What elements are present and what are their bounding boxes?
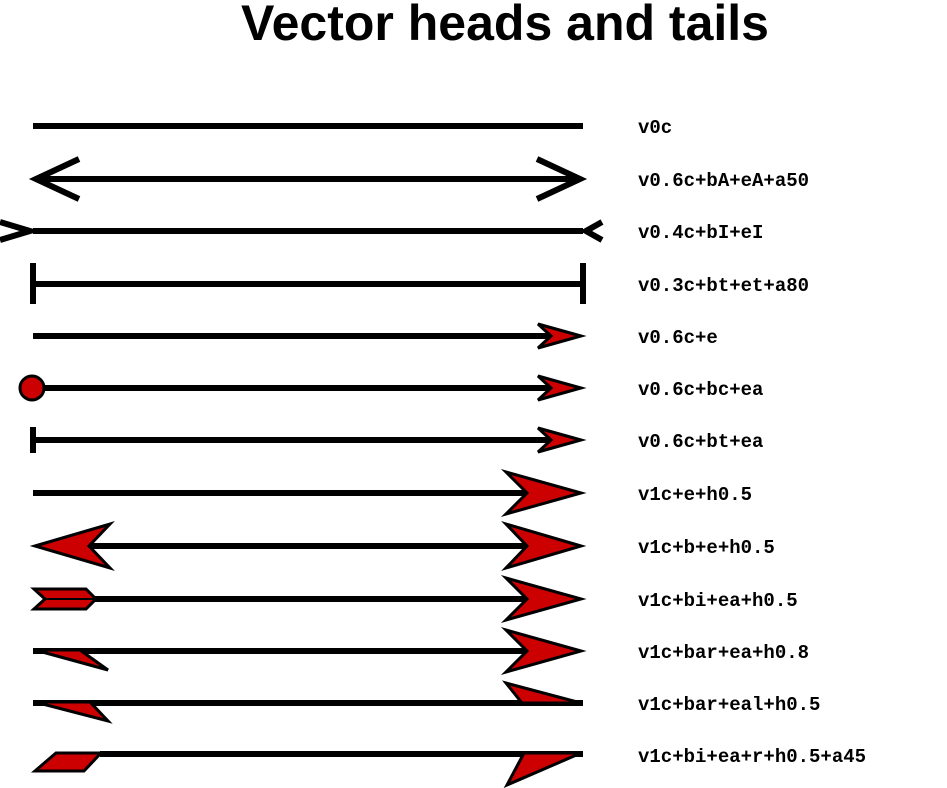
vector-row-12: v1c+bar+eal+h0.5 (33, 680, 820, 724)
vector-label: v0.4c+bI+eI (638, 222, 763, 244)
vector-row-6: v0.6c+bc+ea (18, 374, 763, 402)
vector-label: v1c+b+e+h0.5 (638, 537, 775, 559)
arrowhead-end-icon (536, 426, 587, 454)
vector-row-5: v0.6c+e (33, 322, 718, 350)
half-arrowhead-begin-icon (34, 648, 109, 672)
vector-label: v1c+bi+ea+r+h0.5+a45 (638, 746, 866, 768)
arrowhead-end-icon (500, 469, 587, 517)
vector-label: v0c (638, 117, 672, 139)
vector-label: v0.6c+e (638, 327, 718, 349)
half-arrowhead-begin-icon (34, 700, 113, 724)
inward-arrow-end-icon (579, 219, 604, 243)
arrowhead-end-icon (500, 627, 587, 675)
vector-row-7: v0.6c+bt+ea (30, 426, 763, 454)
diagram-title: Vector heads and tails (241, 0, 769, 51)
circle-begin-icon (18, 374, 46, 402)
arrowhead-begin-icon (29, 520, 115, 572)
vector-label: v1c+bar+eal+h0.5 (638, 694, 820, 716)
vector-row-8: v1c+e+h0.5 (33, 469, 752, 517)
arrowhead-end-icon (501, 520, 587, 572)
vector-label: v1c+e+h0.5 (638, 484, 752, 506)
open-arrow-end-icon (535, 156, 588, 202)
half-arrowhead-end-icon (501, 680, 582, 705)
vector-row-10: v1c+bi+ea+h0.5 (30, 575, 798, 623)
inward-arrow-begin-icon (0, 219, 41, 243)
vector-label: v0.6c+bc+ea (638, 379, 763, 401)
vector-row-4: v0.3c+bt+et+a80 (30, 263, 809, 304)
vector-label: v1c+bar+ea+h0.8 (638, 642, 809, 664)
arrowhead-end-icon (536, 322, 587, 350)
half-arrowhead-end-icon (503, 751, 582, 788)
tail-feather-begin-icon (30, 751, 105, 773)
vector-row-13: v1c+bi+ea+r+h0.5+a45 (30, 746, 866, 788)
vector-label: v0.6c+bt+ea (638, 431, 763, 453)
vector-row-2: v0.6c+bA+eA+a50 (28, 156, 809, 202)
vector-label: v0.6c+bA+eA+a50 (638, 170, 809, 192)
arrowhead-end-icon (500, 575, 587, 623)
open-arrow-begin-icon (28, 156, 81, 202)
vector-row-9: v1c+b+e+h0.5 (29, 520, 775, 572)
vector-row-11: v1c+bar+ea+h0.8 (33, 627, 809, 675)
vector-row-3: v0.4c+bI+eI (0, 219, 763, 244)
arrowhead-end-icon (536, 374, 587, 402)
vector-row-1: v0c (33, 117, 672, 139)
vector-label: v1c+bi+ea+h0.5 (638, 590, 798, 612)
vector-label: v0.3c+bt+et+a80 (638, 275, 809, 297)
